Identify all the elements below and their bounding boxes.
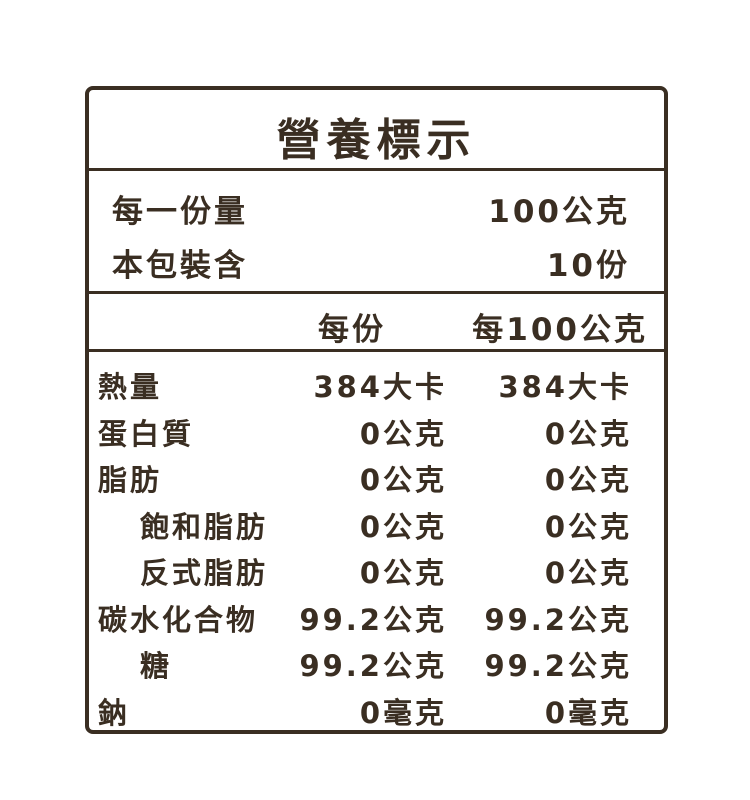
nutrient-per-serving: 0公克 xyxy=(359,509,447,544)
nutrient-per-serving: 0公克 xyxy=(359,556,447,590)
nutrient-per-serving: 0公克 xyxy=(359,463,447,497)
nutrient-per-100g: 0公克 xyxy=(544,463,632,497)
serving-size-value: 100公克 xyxy=(488,194,630,230)
nutrition-label-frame xyxy=(85,86,668,734)
nutrient-per-serving: 384大卡 xyxy=(313,370,447,404)
nutrient-per-100g: 0公克 xyxy=(544,509,632,544)
servings-per-package-label: 本包裝含 xyxy=(112,248,248,284)
nutrient-per-100g: 0毫克 xyxy=(544,695,632,730)
serving-size-label: 每一份量 xyxy=(112,194,248,230)
nutrient-per-100g: 99.2公克 xyxy=(484,602,632,637)
nutrient-per-100g: 384大卡 xyxy=(498,370,632,404)
nutrient-per-serving: 99.2公克 xyxy=(299,649,447,683)
nutrient-per-100g: 0公克 xyxy=(544,416,632,451)
nutrient-per-serving: 0公克 xyxy=(359,416,447,451)
nutrient-per-100g: 99.2公克 xyxy=(484,649,632,683)
label-title: 營養標示 xyxy=(276,115,477,166)
nutrient-label: 脂肪 xyxy=(98,463,163,497)
divider xyxy=(85,168,668,171)
nutrient-per-serving: 0毫克 xyxy=(359,695,447,730)
nutrient-label: 熱量 xyxy=(98,370,163,404)
nutrient-label: 糖 xyxy=(140,649,173,683)
nutrient-label: 碳水化合物 xyxy=(98,602,259,637)
nutrient-per-100g: 0公克 xyxy=(544,556,632,590)
column-header-per-serving: 每份 xyxy=(318,312,386,348)
nutrient-label: 蛋白質 xyxy=(98,416,195,451)
nutrient-per-serving: 99.2公克 xyxy=(299,602,447,637)
column-header-per-100g: 每100公克 xyxy=(472,312,648,348)
nutrient-label: 飽和脂肪 xyxy=(140,509,269,544)
divider xyxy=(85,349,668,352)
nutrient-label: 反式脂肪 xyxy=(140,556,269,590)
servings-per-package-value: 10份 xyxy=(546,248,630,284)
divider xyxy=(85,291,668,294)
nutrient-label: 鈉 xyxy=(98,695,131,730)
